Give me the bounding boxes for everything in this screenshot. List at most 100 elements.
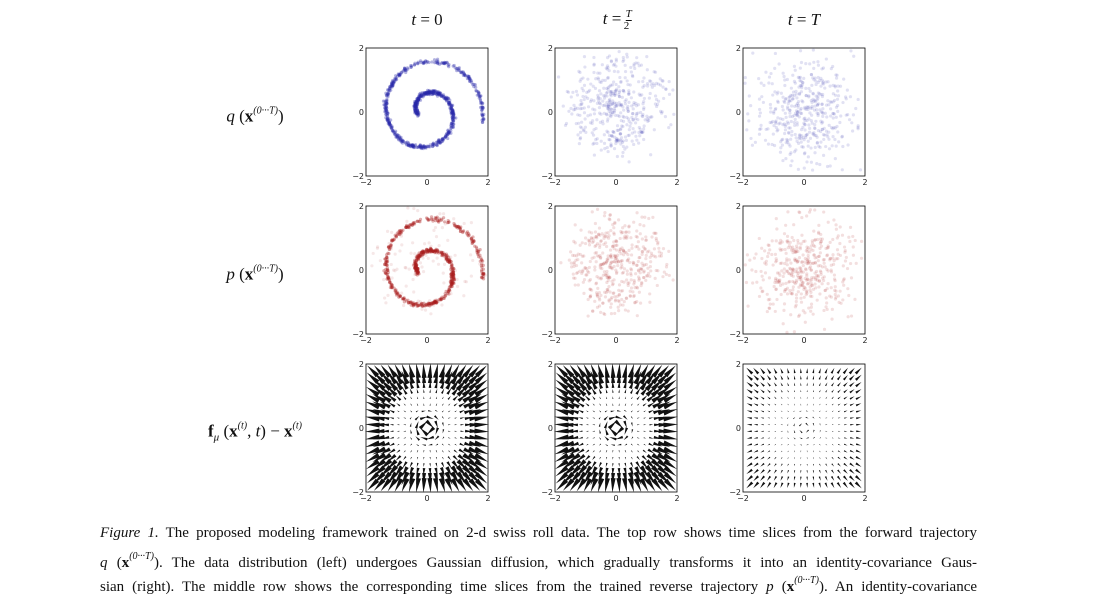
- sample-point: [790, 159, 794, 163]
- sample-point: [399, 137, 403, 141]
- sample-point: [826, 282, 830, 286]
- sample-point: [779, 91, 783, 95]
- sample-point: [803, 320, 807, 324]
- sample-point: [592, 63, 596, 67]
- sample-point: [634, 272, 638, 276]
- sample-point: [819, 140, 823, 144]
- sample-point: [634, 111, 639, 116]
- sample-point: [414, 100, 419, 104]
- flow-arrow: [780, 375, 784, 380]
- sample-point: [591, 142, 595, 146]
- flow-arrow: [793, 437, 796, 440]
- sample-point: [430, 92, 434, 97]
- sample-point: [411, 145, 416, 150]
- sample-point: [820, 120, 825, 124]
- sample-point: [435, 91, 439, 95]
- flow-arrow: [624, 403, 627, 406]
- sample-point: [602, 214, 607, 218]
- sample-point: [611, 130, 615, 134]
- sample-point: [783, 111, 787, 115]
- sample-point: [387, 90, 391, 94]
- sample-point: [592, 55, 596, 60]
- sample-point: [607, 54, 612, 58]
- flow-arrow: [856, 436, 862, 439]
- sample-point: [625, 145, 629, 149]
- flow-arrow: [623, 420, 627, 429]
- sample-point: [391, 82, 395, 86]
- sample-point: [637, 64, 641, 68]
- sample-point: [378, 259, 382, 263]
- sample-point: [437, 62, 442, 66]
- flow-arrow: [825, 469, 828, 474]
- sample-point: [648, 292, 652, 296]
- sample-point: [371, 251, 375, 256]
- sample-point: [434, 140, 439, 144]
- sample-point: [436, 61, 440, 65]
- sample-point: [780, 269, 784, 273]
- flow-arrow: [441, 403, 444, 406]
- sample-point: [385, 93, 389, 97]
- sample-point: [764, 259, 768, 263]
- sample-point: [588, 278, 593, 282]
- sample-point: [761, 278, 765, 282]
- sample-point: [834, 76, 839, 80]
- sample-point: [441, 93, 446, 97]
- sample-point: [386, 119, 390, 123]
- sample-point: [759, 123, 763, 127]
- sample-point: [415, 112, 419, 116]
- sample-point: [817, 144, 821, 148]
- flow-arrow: [838, 437, 841, 439]
- sample-point: [390, 276, 394, 280]
- sample-point: [836, 94, 841, 98]
- sample-point: [414, 102, 418, 106]
- x-tick-label: 0: [801, 494, 806, 503]
- sample-point: [580, 106, 584, 111]
- sample-point: [385, 101, 389, 106]
- flow-arrow: [416, 396, 419, 399]
- sample-point: [450, 113, 454, 117]
- sample-point: [422, 242, 427, 246]
- sample-point: [384, 260, 388, 264]
- sample-point: [831, 92, 835, 96]
- sample-point: [452, 63, 456, 68]
- sample-point: [806, 261, 810, 265]
- sample-point: [656, 242, 660, 246]
- sample-point: [619, 266, 623, 270]
- sample-point: [393, 79, 397, 83]
- sample-point: [789, 99, 793, 103]
- sample-point: [818, 292, 822, 296]
- sample-point: [426, 90, 430, 94]
- sample-point: [595, 137, 599, 141]
- sample-point: [589, 98, 594, 102]
- sample-point: [412, 206, 416, 211]
- flow-arrow: [615, 415, 623, 420]
- sample-point: [791, 288, 795, 292]
- sample-point: [787, 99, 791, 103]
- sample-point: [579, 102, 584, 107]
- sample-point: [406, 225, 411, 229]
- sample-point: [606, 104, 610, 108]
- sample-point: [829, 286, 833, 290]
- flow-arrow: [760, 462, 765, 467]
- flow-arrow: [592, 410, 595, 413]
- sample-point: [626, 133, 630, 138]
- sample-point: [790, 129, 794, 134]
- sample-point: [385, 91, 390, 96]
- sample-point: [394, 291, 398, 295]
- sample-point: [399, 70, 403, 74]
- sample-point: [767, 276, 772, 280]
- sample-point: [605, 94, 609, 98]
- sample-point: [614, 103, 618, 107]
- flow-arrow: [848, 481, 855, 489]
- flow-arrow: [767, 430, 770, 432]
- sample-point: [605, 100, 609, 105]
- flow-arrow: [746, 430, 752, 433]
- sample-point: [387, 122, 391, 127]
- sample-point: [630, 115, 634, 120]
- flow-arrow: [641, 455, 648, 461]
- sample-point: [614, 82, 618, 87]
- sample-point: [429, 244, 433, 248]
- sample-point: [609, 254, 613, 258]
- sample-point: [630, 104, 634, 108]
- sample-point: [424, 91, 428, 95]
